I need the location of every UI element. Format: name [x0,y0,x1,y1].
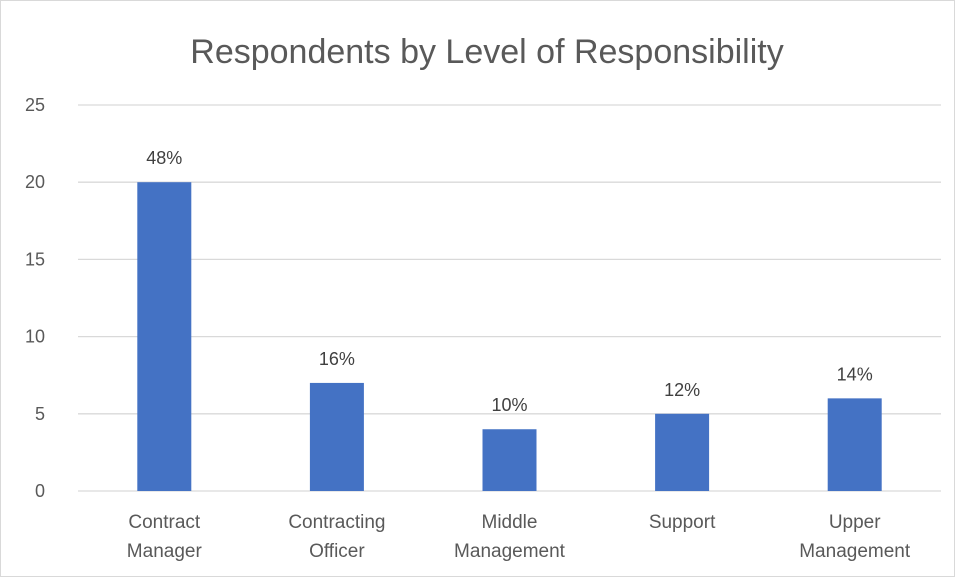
chart-title: Respondents by Level of Responsibility [190,33,783,71]
data-label: 10% [491,395,527,415]
y-tick-label: 20 [25,172,45,192]
x-category-label: Management [454,541,566,562]
bar [655,413,710,491]
x-category-label: Management [799,541,911,562]
data-labels: 48% 16% 10% 12% 14% [146,148,872,415]
data-label: 14% [837,364,873,384]
y-axis-ticks: 0 5 10 15 20 25 [25,95,45,501]
x-category-label: Contract [128,512,201,533]
x-category-label: Support [649,512,716,533]
x-category-label: Upper [829,512,881,533]
y-tick-label: 25 [25,95,45,115]
y-tick-label: 5 [35,404,45,424]
bar [482,429,537,491]
bar [137,182,192,491]
gridlines [78,104,941,492]
bar [827,398,882,491]
x-category-label: Contracting [288,512,385,533]
x-category-label: Middle [482,512,538,533]
x-category-label: Officer [309,541,365,562]
bars [137,182,882,491]
y-tick-label: 10 [25,327,45,347]
bar [309,382,364,491]
y-tick-label: 0 [35,481,45,501]
y-tick-label: 15 [25,249,45,269]
data-label: 16% [319,349,355,369]
data-label: 48% [146,148,182,168]
x-axis-categories: Contract Manager Contracting Officer Middle M… [127,512,911,562]
x-category-label: Manager [127,541,203,562]
data-label: 12% [664,380,700,400]
